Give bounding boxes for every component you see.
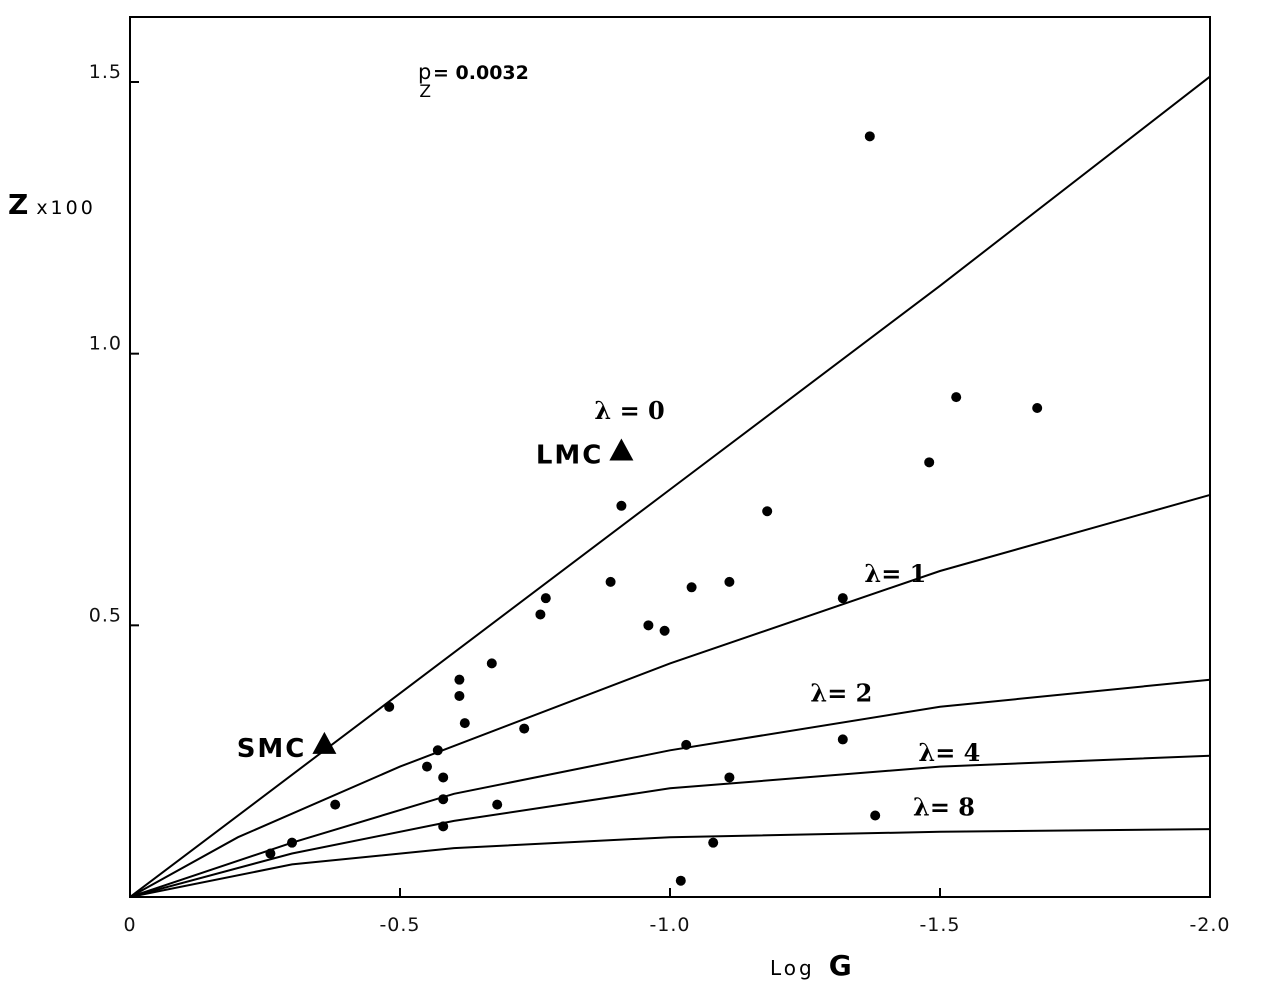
data-point xyxy=(438,794,449,805)
data-point xyxy=(951,392,962,403)
data-point xyxy=(535,609,546,620)
model-curve xyxy=(129,75,1211,898)
data-point xyxy=(287,837,297,848)
data-point xyxy=(643,620,654,631)
curve-labels: λ = 0 λ= 1 λ= 2 λ= 4 λ= 8 xyxy=(594,396,980,822)
x-tick-label: 0 xyxy=(123,914,136,936)
data-point xyxy=(708,837,719,848)
y-axis-symbol: Z xyxy=(8,188,28,221)
data-point xyxy=(438,772,449,783)
data-point xyxy=(540,593,551,604)
y-axis-suffix: x100 xyxy=(36,197,96,219)
annotation-base: p xyxy=(418,60,431,84)
x-tick-label: -2.0 xyxy=(1189,914,1230,936)
data-point xyxy=(454,690,465,701)
galaxy-triangle xyxy=(609,438,634,461)
data-point xyxy=(837,593,848,604)
curve-label: λ= 2 xyxy=(810,678,872,707)
data-point xyxy=(924,457,935,468)
annotation-subscript: Z xyxy=(419,82,431,102)
data-point xyxy=(870,810,881,821)
data-point xyxy=(438,821,449,832)
data-point xyxy=(432,745,443,756)
data-point xyxy=(486,658,497,669)
data-points xyxy=(265,131,1043,886)
data-point xyxy=(681,739,692,750)
data-point xyxy=(384,701,395,712)
galaxy-label: LMC xyxy=(536,440,604,470)
model-curve xyxy=(129,678,1211,898)
data-point xyxy=(454,674,465,685)
curve-label: λ= 8 xyxy=(913,793,975,822)
data-point xyxy=(519,723,530,734)
data-point xyxy=(605,576,616,587)
data-point xyxy=(459,718,470,729)
data-point xyxy=(616,500,627,511)
data-point xyxy=(864,131,875,142)
data-point xyxy=(659,625,670,636)
x-axis-symbol: G xyxy=(829,949,852,982)
x-tick-label: -1.5 xyxy=(919,914,960,936)
x-axis-title: Log G xyxy=(770,949,852,982)
data-point xyxy=(762,506,773,517)
data-point xyxy=(265,848,276,859)
x-tick-label: -1.0 xyxy=(649,914,690,936)
data-point xyxy=(686,582,697,593)
data-point xyxy=(1032,403,1043,413)
model-curve xyxy=(129,828,1211,898)
model-curve xyxy=(129,493,1211,898)
y-tick-label: 1.0 xyxy=(89,333,122,355)
galaxy-triangle xyxy=(312,731,337,754)
data-point xyxy=(724,772,735,783)
y-tick-label: 0.5 xyxy=(89,604,122,626)
annotation-pz: p Z= 0.0032 xyxy=(418,60,529,102)
galaxy-label: SMC xyxy=(237,734,307,764)
x-tick-label: -0.5 xyxy=(379,914,420,936)
data-point xyxy=(837,734,848,745)
y-tick-label: 1.5 xyxy=(89,61,122,83)
curve-label: λ= 1 xyxy=(864,559,926,588)
y-axis-ticks: 0.5 1.0 1.5 xyxy=(89,61,139,627)
curve-label: λ = 0 xyxy=(594,396,664,425)
model-curves xyxy=(129,75,1211,898)
x-axis-ticks: 0 -0.5 -1.0 -1.5 -2.0 xyxy=(123,888,1230,936)
model-curve xyxy=(129,754,1211,898)
data-point xyxy=(724,576,735,587)
x-axis-prefix: Log xyxy=(770,956,815,980)
data-point xyxy=(330,799,341,810)
galaxy-markers: LMC SMC xyxy=(237,438,634,764)
data-point xyxy=(492,799,503,810)
plot-frame xyxy=(129,16,1211,898)
data-point xyxy=(422,761,432,772)
annotation-value: = 0.0032 xyxy=(433,62,529,84)
curve-label: λ= 4 xyxy=(918,738,980,767)
data-point xyxy=(675,875,686,886)
